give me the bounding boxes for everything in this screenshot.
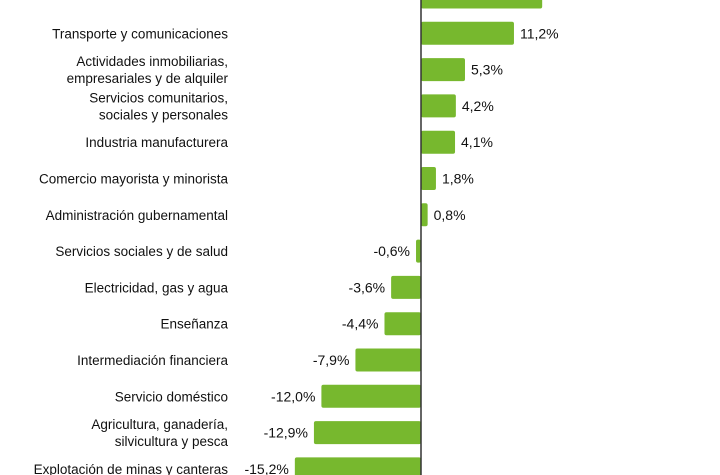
category-label: Servicios sociales y de salud	[55, 244, 228, 259]
data-label: -3,6%	[349, 279, 386, 295]
bar	[421, 58, 465, 82]
data-label: 4,1%	[461, 134, 493, 150]
bar	[421, 203, 428, 227]
category-label: Explotación de minas y canteras	[34, 462, 229, 475]
bar	[391, 275, 421, 299]
bar	[421, 130, 456, 154]
category-label: Enseñanza	[160, 317, 228, 332]
data-label: 1,8%	[442, 171, 474, 187]
bar	[384, 312, 421, 336]
category-label: Intermediación financiera	[77, 353, 228, 368]
bar	[421, 0, 543, 9]
category-label: Servicio doméstico	[115, 389, 228, 404]
data-label: -4,4%	[342, 316, 379, 332]
category-label: Administración gubernamental	[46, 208, 228, 223]
data-label: -12,9%	[264, 425, 308, 441]
category-label: Servicios comunitarios, sociales y person…	[89, 90, 228, 122]
category-label: Comercio mayorista y minorista	[39, 172, 229, 187]
category-label: Electricidad, gas y agua	[85, 280, 229, 295]
bar	[321, 384, 421, 408]
bar	[294, 457, 421, 475]
bar	[421, 167, 436, 190]
bar	[355, 348, 421, 372]
data-label: -15,2%	[244, 461, 288, 475]
category-label: Agricultura, ganadería, silvicultura y pe…	[91, 417, 228, 449]
bar	[313, 421, 421, 445]
data-label: 5,3%	[471, 62, 503, 78]
data-label: -7,9%	[313, 352, 350, 368]
data-label: -12,0%	[271, 388, 315, 404]
bar	[421, 94, 456, 118]
category-label: Industria manufacturera	[85, 135, 228, 150]
bar	[421, 21, 514, 45]
data-label: 11,2%	[520, 25, 559, 41]
data-label: 0,8%	[434, 207, 466, 223]
category-label: Transporte y comunicaciones	[52, 26, 228, 41]
data-label: -0,6%	[373, 243, 410, 259]
data-label: 4,2%	[462, 98, 494, 114]
category-label: Actividades inmobiliarias, empresariales …	[67, 54, 229, 86]
bar	[416, 239, 421, 263]
